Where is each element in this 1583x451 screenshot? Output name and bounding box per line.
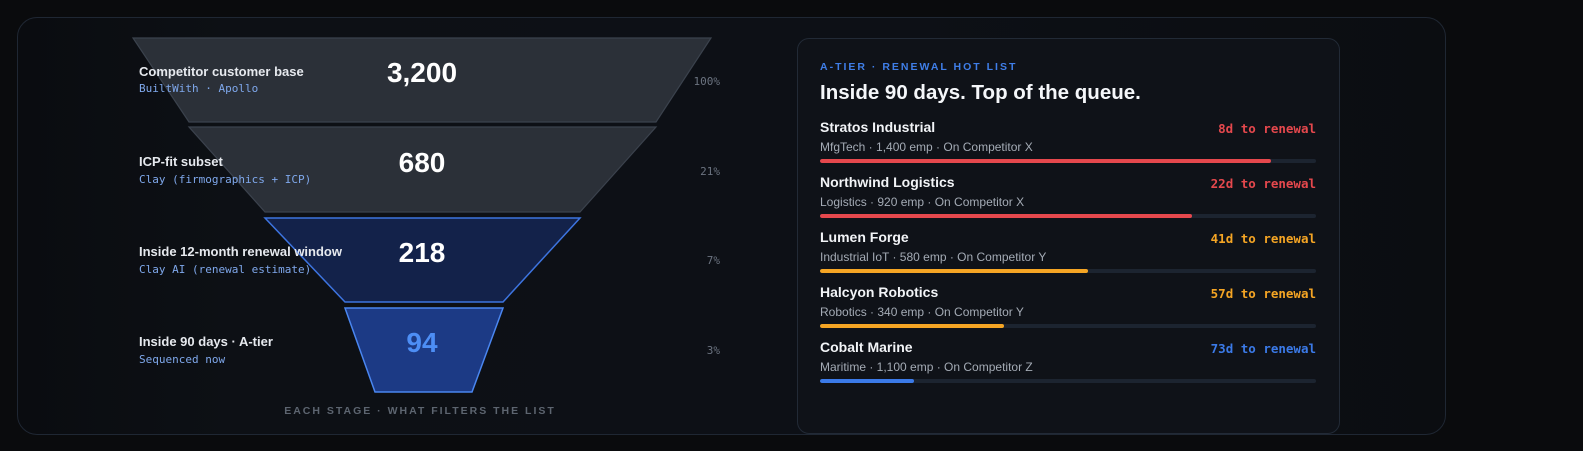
renewal-countdown: 41d to renewal (1210, 231, 1316, 246)
renewal-progress-fill (820, 379, 915, 383)
account-name: Halcyon Robotics (820, 284, 939, 300)
renewal-countdown: 57d to renewal (1210, 286, 1316, 301)
stage-4-source: Sequenced now (139, 353, 226, 366)
stage-1-count: 3,200 (386, 57, 458, 88)
renewal-progress-track (820, 159, 1316, 163)
stage-2-count: 680 (398, 147, 446, 178)
panel-title: Inside 90 days. Top of the queue. (820, 81, 1141, 104)
account-meta: Maritime · 1,100 emp · On Competitor Z (820, 360, 1033, 374)
stage-3-pct: 7% (706, 254, 720, 267)
account-row[interactable]: Halcyon Robotics Robotics · 340 emp · On… (820, 284, 1316, 336)
funnel-stage-1-shape (131, 37, 713, 123)
stage-2-title: ICP-fit subset (139, 154, 223, 169)
renewal-progress-track (820, 269, 1316, 273)
renewal-countdown: 8d to renewal (1218, 121, 1316, 136)
stage-1-source: BuiltWith · Apollo (139, 82, 259, 95)
account-meta: Robotics · 340 emp · On Competitor Y (820, 305, 1024, 319)
panel-eyebrow: A-TIER · RENEWAL HOT LIST (820, 61, 1018, 73)
account-name: Cobalt Marine (820, 339, 913, 355)
renewal-progress-track (820, 214, 1316, 218)
account-row[interactable]: Stratos Industrial MfgTech · 1,400 emp ·… (820, 119, 1316, 171)
renewal-progress-fill (820, 214, 1192, 218)
stage-4-count: 94 (406, 327, 438, 358)
account-row[interactable]: Cobalt Marine Maritime · 1,100 emp · On … (820, 339, 1316, 391)
funnel-caption: EACH STAGE · WHAT FILTERS THE LIST (284, 405, 556, 417)
renewal-hot-list-panel: A-TIER · RENEWAL HOT LIST Inside 90 days… (797, 38, 1340, 434)
renewal-countdown: 73d to renewal (1210, 341, 1316, 356)
renewal-progress-fill (820, 324, 1004, 328)
funnel-stage-4-shape (343, 307, 505, 393)
renewal-progress-track (820, 379, 1316, 383)
renewal-progress-track (820, 324, 1316, 328)
stage-4-title: Inside 90 days · A-tier (139, 334, 273, 349)
stage-3-source: Clay AI (renewal estimate) (139, 263, 312, 276)
account-name: Northwind Logistics (820, 174, 955, 190)
account-name: Lumen Forge (820, 229, 909, 245)
account-meta: MfgTech · 1,400 emp · On Competitor X (820, 140, 1033, 154)
stage-2-pct: 21% (700, 165, 720, 178)
funnel-chart (131, 37, 713, 393)
renewal-progress-fill (820, 159, 1272, 163)
stage-1-title: Competitor customer base (139, 64, 304, 79)
renewal-countdown: 22d to renewal (1210, 176, 1316, 191)
stage-3-title: Inside 12-month renewal window (139, 244, 342, 259)
funnel-stage-3-shape (263, 217, 582, 303)
account-row[interactable]: Lumen Forge Industrial IoT · 580 emp · O… (820, 229, 1316, 281)
stage-2-source: Clay (firmographics + ICP) (139, 173, 312, 186)
account-name: Stratos Industrial (820, 119, 936, 135)
account-meta: Logistics · 920 emp · On Competitor X (820, 195, 1025, 209)
stage-3-count: 218 (398, 237, 446, 268)
account-row[interactable]: Northwind Logistics Logistics · 920 emp … (820, 174, 1316, 226)
account-meta: Industrial IoT · 580 emp · On Competitor… (820, 250, 1047, 264)
stage-4-pct: 3% (706, 344, 720, 357)
stage-1-pct: 100% (693, 75, 721, 88)
funnel-stage-2-shape (187, 126, 658, 213)
renewal-progress-fill (820, 269, 1088, 273)
